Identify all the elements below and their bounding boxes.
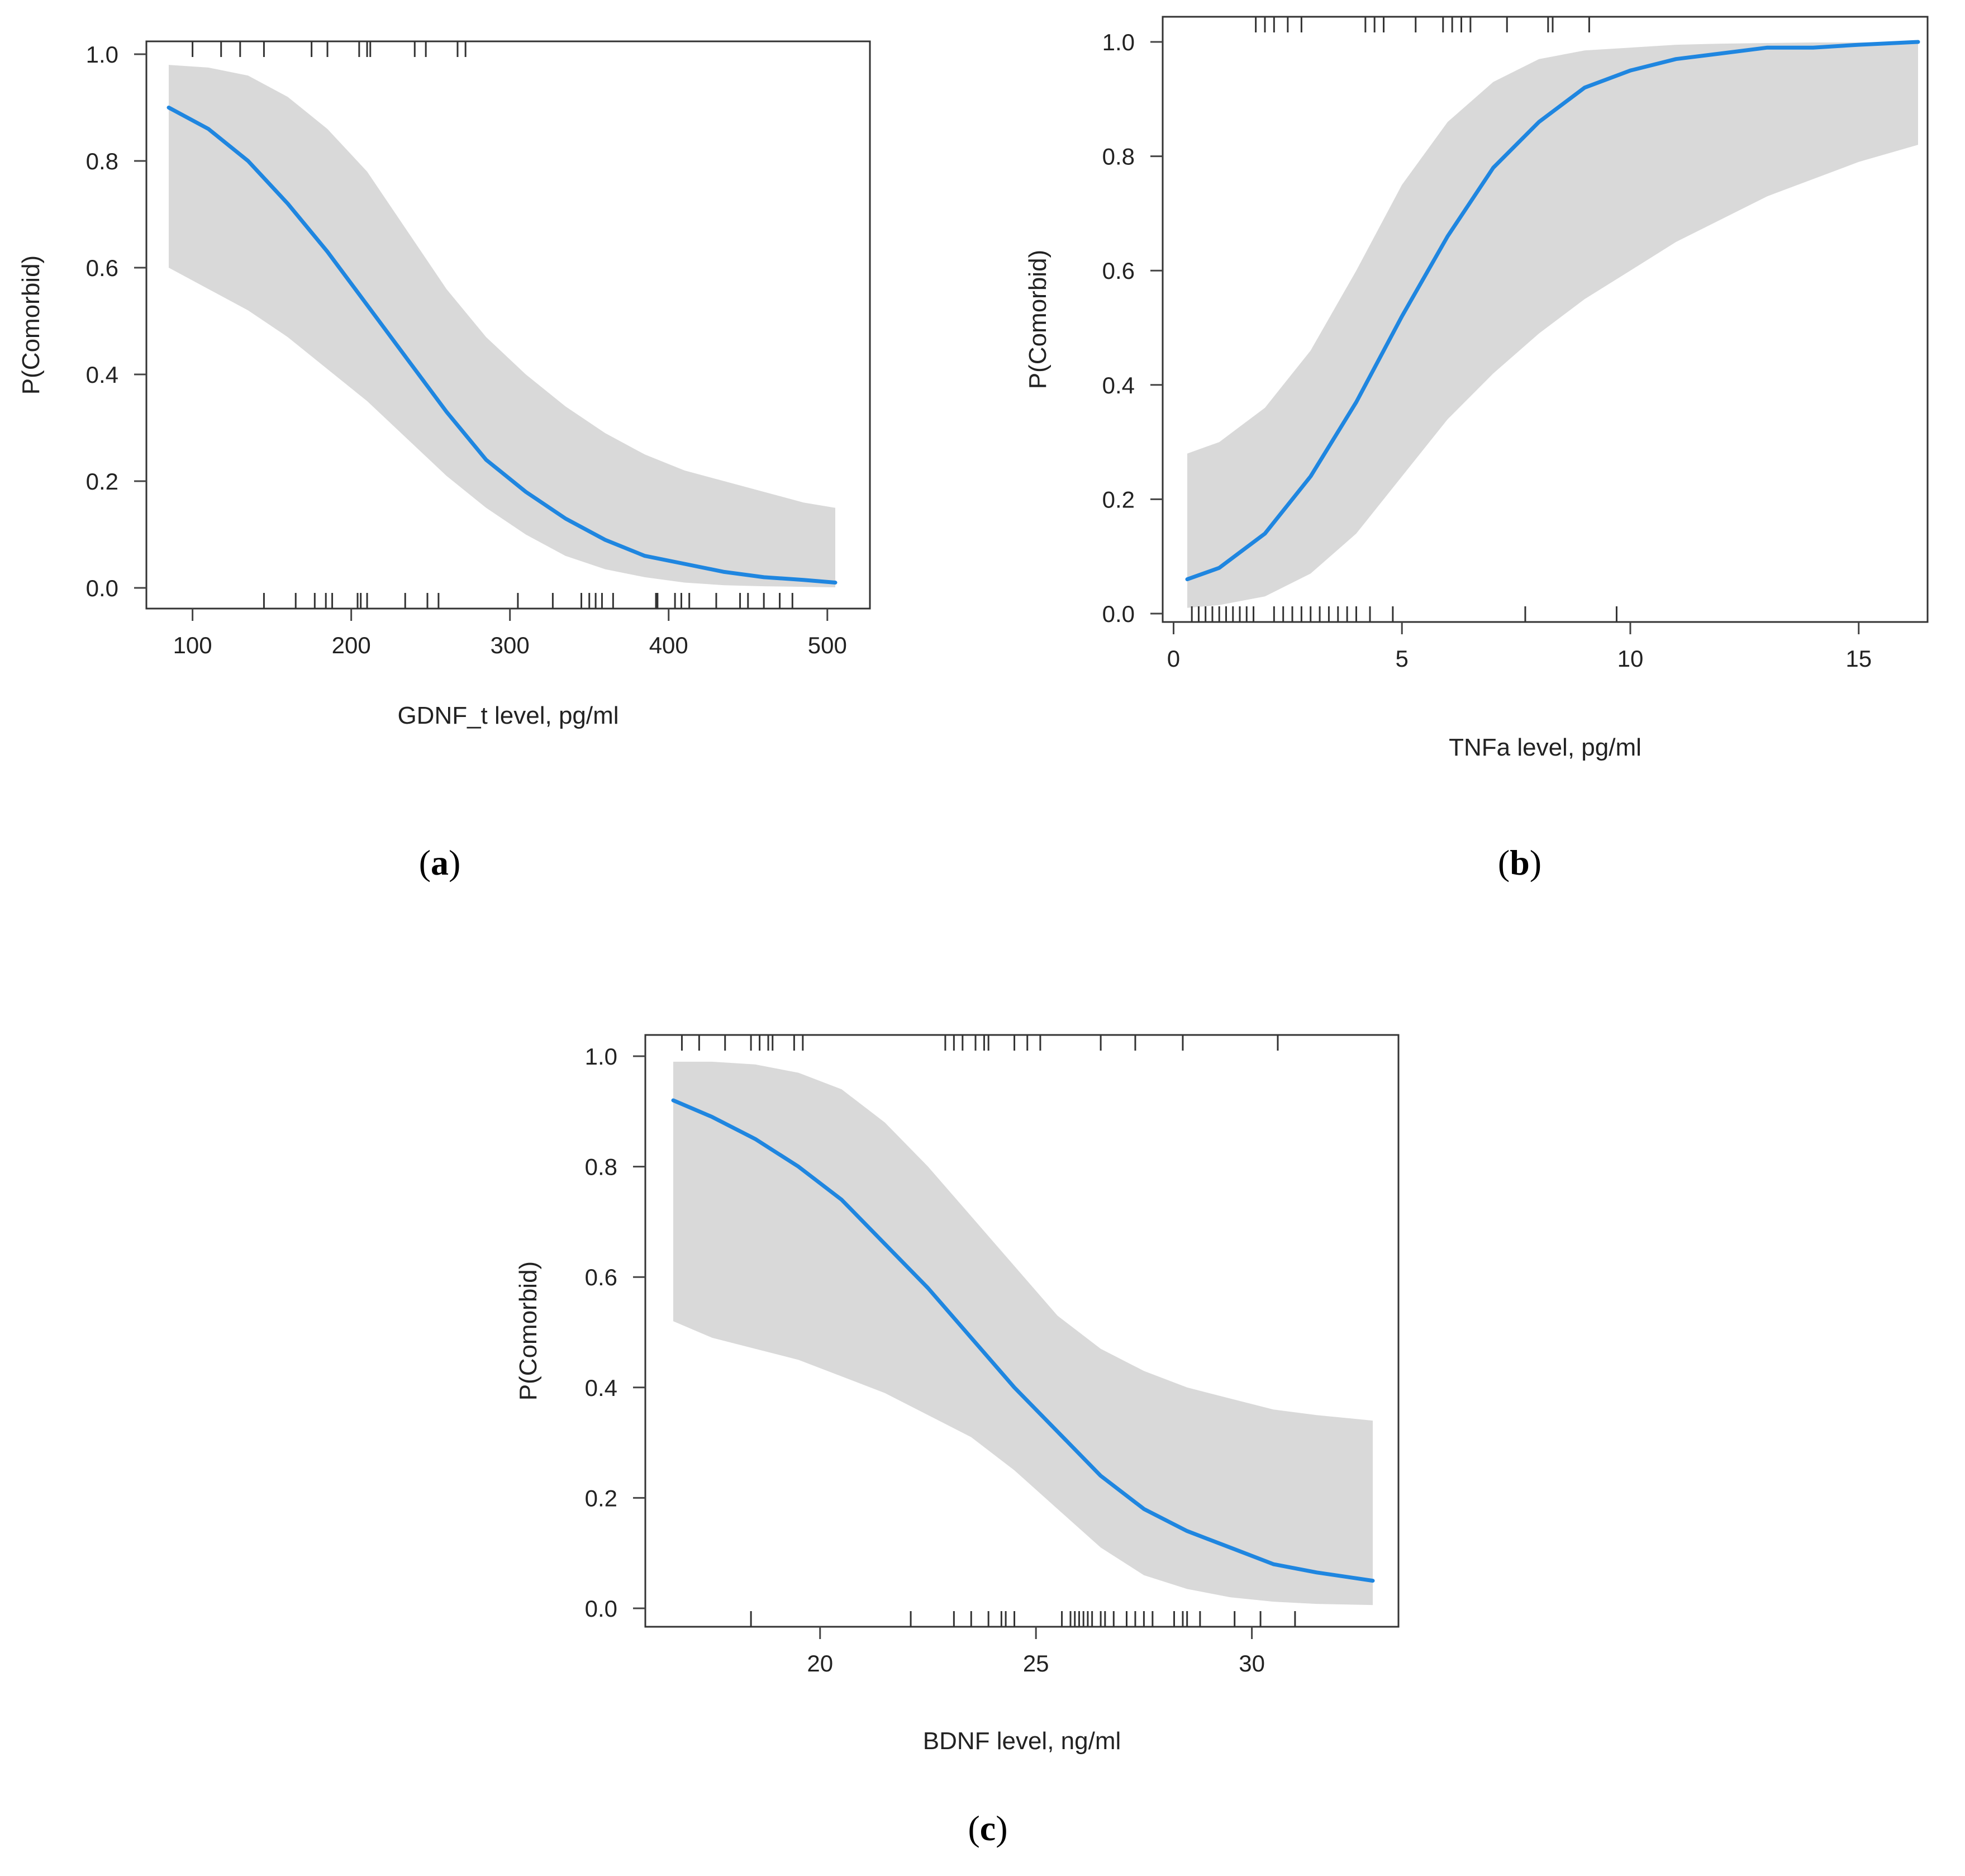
x-tick-label-b-2: 10 xyxy=(1617,645,1644,672)
x-axis-title-a: GDNF_t level, pg/ml xyxy=(397,702,618,729)
panel-label-a: (a) xyxy=(419,843,461,882)
y-tick-label-a-4: 0.8 xyxy=(86,148,118,174)
y-tick-label-c-5: 1.0 xyxy=(585,1043,617,1070)
x-tick-label-a-3: 400 xyxy=(649,632,688,658)
x-tick-label-c-1: 25 xyxy=(1023,1650,1049,1676)
fit-line-a xyxy=(166,106,838,585)
x-axis-title-b: TNFa level, pg/ml xyxy=(1449,734,1642,761)
x-tick-label-c-0: 20 xyxy=(807,1650,833,1676)
plot-frame-b xyxy=(1162,16,1929,623)
fit-line-b xyxy=(1185,40,1920,582)
x-tick-label-a-4: 500 xyxy=(808,632,847,658)
panel-label-c: (c) xyxy=(968,1808,1007,1848)
y-tick-label-c-1: 0.2 xyxy=(585,1485,617,1511)
fit-line-c xyxy=(671,1098,1375,1583)
y-tick-label-a-1: 0.2 xyxy=(86,468,118,495)
y-tick-label-b-3: 0.6 xyxy=(1102,258,1135,284)
y-tick-label-b-2: 0.4 xyxy=(1102,372,1135,398)
y-tick-label-c-0: 0.0 xyxy=(585,1595,617,1622)
x-tick-label-a-0: 100 xyxy=(173,632,212,658)
chart-panel-a: 100 200 300 400 500 0.0 0.2 0.4 0.6 0.8 1.0 GDNF_… xyxy=(17,40,871,882)
x-tick-label-b-1: 5 xyxy=(1396,645,1409,672)
x-tick-label-a-1: 200 xyxy=(332,632,371,658)
panel-label-b: (b) xyxy=(1498,843,1541,882)
y-tick-label-a-2: 0.4 xyxy=(86,362,118,388)
confidence-band-b xyxy=(1187,42,1918,608)
x-axis-title-c: BDNF level, ng/ml xyxy=(923,1727,1121,1755)
y-tick-label-b-1: 0.2 xyxy=(1102,486,1135,512)
x-tick-label-a-2: 300 xyxy=(491,632,530,658)
y-tick-label-c-3: 0.6 xyxy=(585,1264,617,1290)
y-tick-label-b-0: 0.0 xyxy=(1102,601,1135,627)
y-tick-label-b-4: 0.8 xyxy=(1102,144,1135,170)
plot-frame-a xyxy=(145,40,871,610)
x-tick-label-b-3: 15 xyxy=(1845,645,1872,672)
y-axis-title-b: P(Comorbid) xyxy=(1024,250,1052,389)
y-tick-label-a-0: 0.0 xyxy=(86,575,118,601)
y-tick-label-a-5: 1.0 xyxy=(86,41,118,68)
y-tick-label-a-3: 0.6 xyxy=(86,255,118,281)
confidence-band-a xyxy=(169,65,835,588)
y-axis-title-a: P(Comorbid) xyxy=(17,255,45,395)
y-tick-label-c-4: 0.8 xyxy=(585,1154,617,1180)
plot-frame-c xyxy=(644,1034,1400,1628)
chart-panel-b: 0 5 10 15 0.0 0.2 0.4 0.6 0.8 1.0 TNFa level, pg… xyxy=(1024,16,1929,882)
y-tick-label-c-2: 0.4 xyxy=(585,1375,617,1401)
y-axis-title-c: P(Comorbid) xyxy=(515,1261,542,1400)
x-tick-label-c-2: 30 xyxy=(1239,1650,1265,1676)
confidence-band-c xyxy=(673,1061,1373,1606)
chart-panel-c: 20 25 30 0.0 0.2 0.4 0.6 0.8 1.0 BDNF level, ng… xyxy=(515,1034,1400,1848)
x-tick-label-b-0: 0 xyxy=(1167,645,1180,672)
y-tick-label-b-5: 1.0 xyxy=(1102,29,1135,55)
